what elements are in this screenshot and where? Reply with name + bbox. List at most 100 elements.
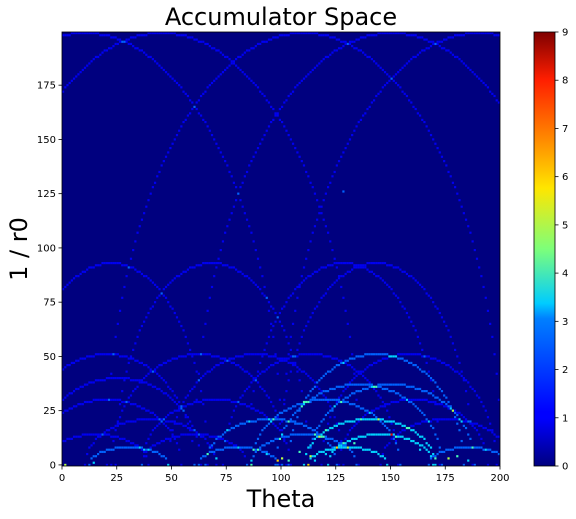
heatmap-cell bbox=[263, 294, 266, 297]
heatmap-cell bbox=[160, 390, 163, 393]
heatmap-cell bbox=[386, 387, 389, 391]
heatmap-cell bbox=[256, 257, 260, 260]
heatmap-cell bbox=[359, 372, 363, 375]
heatmap-cell bbox=[270, 105, 273, 108]
heatmap-cell bbox=[399, 431, 402, 434]
heatmap-cell bbox=[399, 357, 402, 360]
heatmap-cell bbox=[423, 370, 426, 373]
heatmap-cell bbox=[206, 125, 209, 128]
heatmap-cell bbox=[388, 355, 391, 358]
heatmap-cell bbox=[353, 266, 356, 269]
heatmap-cell bbox=[302, 370, 306, 373]
heatmap-cell bbox=[337, 446, 341, 449]
heatmap-cell bbox=[283, 418, 286, 421]
heatmap-cell bbox=[410, 429, 413, 432]
heatmap-cell bbox=[88, 355, 91, 358]
heatmap-cell bbox=[399, 463, 402, 466]
heatmap-cell bbox=[495, 463, 498, 466]
heatmap-cell bbox=[145, 205, 148, 208]
heatmap-cell bbox=[265, 416, 268, 419]
heatmap-cell bbox=[276, 459, 279, 462]
heatmap-cell bbox=[118, 377, 122, 380]
heatmap-cell bbox=[278, 429, 281, 432]
heatmap-cell bbox=[110, 398, 113, 401]
heatmap-cell bbox=[136, 335, 139, 338]
heatmap-cell bbox=[324, 448, 327, 451]
heatmap-cell bbox=[447, 36, 450, 39]
heatmap-cell bbox=[283, 426, 286, 430]
heatmap-cell bbox=[62, 288, 65, 291]
heatmap-cell bbox=[121, 355, 124, 358]
heatmap-cell bbox=[252, 377, 255, 380]
heatmap-cell bbox=[346, 322, 349, 325]
heatmap-cell bbox=[114, 353, 117, 356]
heatmap-cell bbox=[86, 32, 89, 35]
heatmap-cell bbox=[241, 446, 244, 449]
heatmap-cell bbox=[359, 446, 363, 449]
heatmap-cell bbox=[103, 398, 106, 401]
heatmap-cell bbox=[318, 392, 321, 395]
heatmap-cell bbox=[123, 379, 126, 382]
heatmap-cell bbox=[171, 142, 174, 145]
heatmap-cell bbox=[403, 270, 406, 273]
heatmap-cell bbox=[405, 272, 409, 276]
heatmap-cell bbox=[178, 275, 181, 278]
heatmap-cell bbox=[235, 58, 238, 61]
heatmap-cell bbox=[217, 75, 220, 78]
heatmap-cell bbox=[149, 411, 152, 414]
heatmap-cell bbox=[333, 366, 336, 369]
heatmap-cell bbox=[289, 420, 292, 423]
heatmap-cell bbox=[92, 381, 95, 384]
heatmap-cell bbox=[381, 455, 384, 458]
heatmap-cell bbox=[283, 305, 286, 308]
heatmap-cell bbox=[302, 279, 306, 282]
heatmap-cell bbox=[178, 129, 181, 132]
heatmap-cell bbox=[368, 262, 371, 265]
heatmap-cell bbox=[83, 66, 87, 69]
heatmap-cell bbox=[195, 433, 198, 436]
heatmap-cell bbox=[305, 353, 308, 356]
heatmap-cell bbox=[372, 385, 376, 388]
heatmap-cell bbox=[182, 90, 185, 93]
heatmap-cell bbox=[116, 398, 119, 401]
heatmap-cell bbox=[248, 405, 251, 408]
heatmap-cell bbox=[423, 120, 426, 124]
heatmap-cell bbox=[346, 433, 349, 436]
heatmap-cell bbox=[333, 405, 336, 408]
heatmap-cell bbox=[162, 68, 165, 72]
heatmap-cell bbox=[364, 435, 367, 438]
heatmap-cell bbox=[296, 366, 299, 369]
heatmap-cell bbox=[210, 444, 214, 447]
heatmap-cell bbox=[329, 455, 332, 458]
heatmap-cell bbox=[333, 416, 336, 419]
heatmap-cell bbox=[281, 411, 284, 414]
heatmap-cell bbox=[432, 426, 435, 430]
heatmap-cell bbox=[302, 329, 306, 332]
heatmap-cell bbox=[197, 444, 200, 447]
heatmap-cell bbox=[125, 446, 128, 449]
heatmap-cell bbox=[81, 433, 84, 436]
heatmap-cell bbox=[482, 81, 485, 85]
heatmap-cell bbox=[464, 420, 468, 423]
heatmap-cell bbox=[416, 112, 419, 115]
heatmap-cell bbox=[429, 446, 433, 449]
heatmap-cell bbox=[368, 433, 371, 436]
heatmap-cell bbox=[337, 442, 341, 445]
heatmap-cell bbox=[432, 394, 435, 397]
heatmap-cell bbox=[491, 92, 494, 95]
heatmap-cell bbox=[72, 277, 76, 280]
heatmap-cell bbox=[265, 342, 268, 345]
heatmap-cell bbox=[276, 372, 279, 375]
heatmap-cell bbox=[114, 262, 117, 265]
heatmap-cell bbox=[362, 435, 365, 438]
heatmap-cell bbox=[357, 264, 360, 267]
heatmap-cell bbox=[454, 409, 457, 412]
heatmap-cell bbox=[210, 450, 214, 453]
heatmap-cell bbox=[252, 81, 255, 85]
heatmap-cell bbox=[410, 361, 413, 365]
heatmap-cell bbox=[383, 71, 387, 74]
heatmap-cell bbox=[103, 433, 106, 436]
heatmap-cell bbox=[140, 407, 144, 410]
heatmap-cell bbox=[235, 199, 238, 202]
heatmap-cell bbox=[331, 446, 334, 449]
